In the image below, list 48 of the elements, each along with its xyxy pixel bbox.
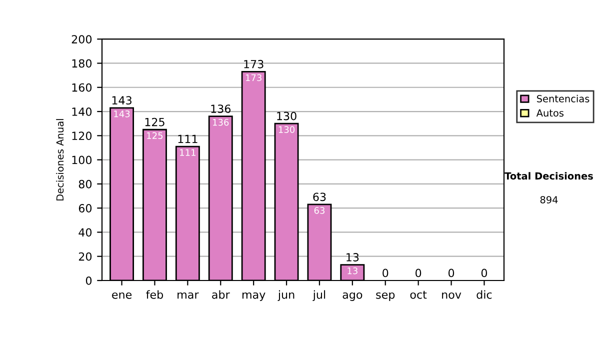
total-label: 0 <box>416 268 422 278</box>
data-label: 130 <box>278 126 295 133</box>
y-tick-label: 0 <box>86 276 92 285</box>
total-label: 0 <box>448 268 454 278</box>
total-label: 173 <box>244 60 264 68</box>
y-tick-label: 20 <box>78 252 92 261</box>
data-label: 173 <box>246 74 262 82</box>
data-label: 63 <box>314 207 324 214</box>
y-tick-label: 60 <box>78 204 92 212</box>
x-tick-label: mar <box>178 292 199 299</box>
total-label: 13 <box>346 253 359 262</box>
x-tick-label: dic <box>476 290 492 299</box>
total-label: 130 <box>277 112 296 120</box>
y-tick-label: 80 <box>78 180 92 188</box>
y-tick-label: 100 <box>72 156 92 164</box>
legend-label: Sentencias <box>536 94 590 102</box>
x-tick-label: nov <box>442 292 462 299</box>
data-label: 136 <box>213 118 229 126</box>
total-label: 143 <box>112 96 132 105</box>
total-label: 63 <box>313 192 326 202</box>
text: 894 <box>540 196 558 204</box>
total-label: 0 <box>382 268 388 278</box>
x-tick-label: ene <box>112 292 132 299</box>
data-label: 143 <box>114 110 130 118</box>
text: Total Decisiones <box>504 172 593 180</box>
y-tick-label: 120 <box>72 132 92 140</box>
y-tick-label: 140 <box>72 107 92 116</box>
data-label: 125 <box>147 132 163 140</box>
data-label: 13 <box>348 267 358 274</box>
total-label: 125 <box>145 118 164 126</box>
total-label: 136 <box>211 104 231 113</box>
x-tick-label: may <box>242 292 266 301</box>
y-tick-label: 40 <box>78 228 92 237</box>
x-tick-label: jun <box>278 290 294 301</box>
x-tick-label: jul <box>312 290 326 301</box>
x-tick-label: oct <box>410 290 427 299</box>
total-label: 111 <box>178 134 198 144</box>
y-axis-title: Decisiones Anual <box>56 119 64 200</box>
data-label: 111 <box>180 149 196 156</box>
y-tick-label: 180 <box>72 59 92 68</box>
x-tick-label: abr <box>212 290 230 299</box>
x-tick-label: sep <box>376 292 395 301</box>
legend-label: Autos <box>536 109 564 117</box>
x-tick-label: feb <box>146 290 164 299</box>
y-tick-label: 160 <box>72 83 92 92</box>
y-tick-label: 200 <box>72 35 92 44</box>
x-tick-label: ago <box>342 292 362 301</box>
total-label: 0 <box>481 268 488 278</box>
